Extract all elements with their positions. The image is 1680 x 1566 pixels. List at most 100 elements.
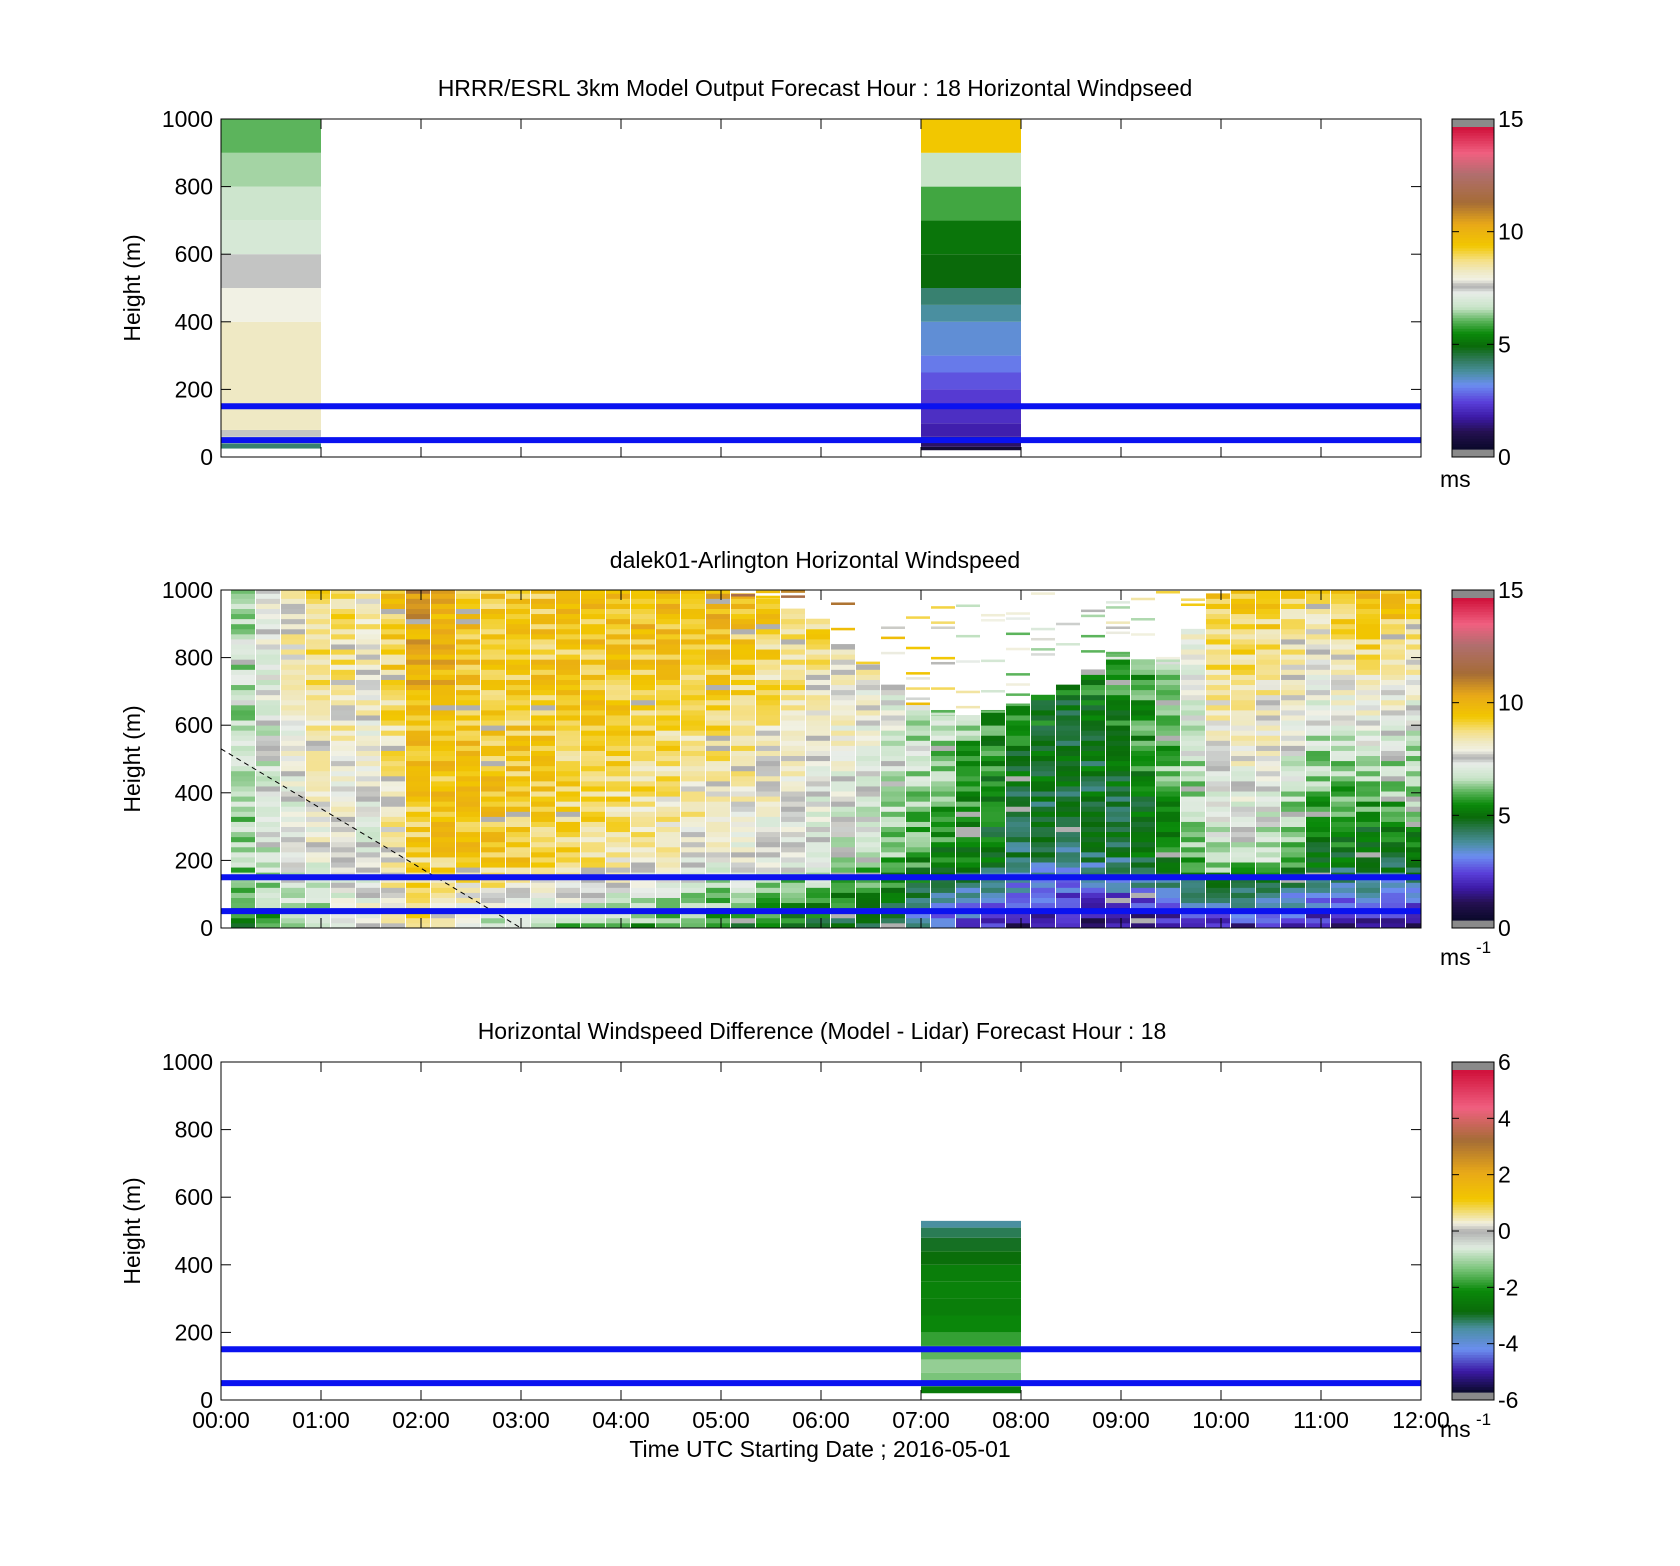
heatmap-cell [281,639,305,645]
heatmap-cell [731,836,755,843]
heatmap-cell [781,857,805,863]
heatmap-cell [706,745,730,751]
heatmap-cell [856,699,880,706]
heatmap-cell [631,912,655,919]
heatmap-cell [531,806,555,812]
heatmap-cell [1381,654,1405,660]
heatmap-cell [381,836,405,843]
heatmap-cell [256,704,280,711]
heatmap-cell [456,851,480,858]
heatmap-cell-sparse [906,616,930,619]
heatmap-cell [731,664,755,670]
heatmap-cell [681,699,705,706]
heatmap-cell [1406,730,1421,736]
heatmap-cell [781,841,805,848]
heatmap-cell [1306,669,1330,675]
heatmap-cell [706,791,730,797]
colorbar-swatch [1452,748,1494,752]
heatmap-cell [1131,922,1155,928]
colorbar-swatch [1452,1362,1494,1366]
heatmap-cell [1106,851,1130,858]
heatmap-cell [581,846,605,853]
heatmap-cell [681,897,705,904]
heatmap-cell [1056,704,1080,711]
heatmap-cell [1106,917,1130,924]
heatmap-cell [731,674,755,680]
heatmap-cell [931,796,955,802]
heatmap-cell [1056,922,1080,928]
heatmap-cell [806,704,830,711]
heatmap-cell-sparse [1106,651,1130,655]
heatmap-cell [1056,689,1080,696]
heatmap-cell [1406,699,1421,706]
heatmap-cell [981,826,1005,833]
heatmap-cell [1131,679,1155,686]
heatmap-cell [1181,912,1205,919]
colorbar-swatch [1452,1169,1494,1173]
heatmap-cell [1206,618,1230,625]
heatmap-cell [1256,897,1280,904]
heatmap-cell [331,846,355,853]
colorbar-swatch [1452,785,1494,790]
heatmap-cell [506,735,530,741]
heatmap-cell [331,780,355,787]
heatmap-cell [831,806,855,812]
heatmap-cell [656,674,680,680]
heatmap-cell [1256,633,1280,640]
heatmap-cell [656,867,680,873]
colorbar-swatch [1452,619,1494,623]
heatmap-cell [1231,862,1255,868]
heatmap-cell [581,618,605,625]
heatmap-cell [631,882,655,888]
heatmap-cell [581,644,605,650]
heatmap-cell [856,669,880,675]
heatmap-cell [1206,841,1230,848]
heatmap-cell [431,740,455,746]
colorbar-tick-label: 0 [1498,915,1511,941]
colorbar-swatch [1452,1209,1494,1213]
heatmap-cell [1331,831,1355,838]
heatmap-cell [831,704,855,711]
heatmap-cell [856,816,880,822]
heatmap-cell [781,618,805,625]
heatmap-cell [431,857,455,863]
heatmap-cell [1231,659,1255,665]
heatmap-cell [1256,699,1280,706]
heatmap-cell [1356,867,1380,873]
heatmap-cell [381,623,405,630]
heatmap-cell [781,664,805,670]
colorbar-swatch [1452,279,1494,284]
heatmap-cell [1381,841,1405,848]
heatmap-cell [1331,598,1355,604]
heatmap-cell [431,613,455,620]
heatmap-cell [1381,862,1405,868]
heatmap-cell [1106,684,1130,691]
heatmap-cell [1256,740,1280,746]
heatmap-cell [1331,654,1355,660]
heatmap-cell [1381,664,1405,670]
colorbar-swatch [1452,320,1494,324]
heatmap-cell [1231,590,1255,594]
heatmap-cell [306,613,330,620]
heatmap-cell [1031,775,1055,782]
heatmap-cell [921,406,1021,424]
colorbar-swatch [1452,384,1494,388]
heatmap-cell [1406,801,1421,807]
heatmap-cell [606,669,630,675]
heatmap-cell [431,846,455,853]
heatmap-cell [381,725,405,731]
heatmap-cell [531,694,555,701]
heatmap-cell [1156,745,1180,751]
colorbar-swatch [1452,726,1494,731]
heatmap-cell [681,750,705,757]
heatmap-cell [706,699,730,706]
colorbar-swatch [1452,266,1494,270]
colorbar-swatch [1452,820,1494,824]
heatmap-cell [1006,862,1030,868]
colorbar-swatch [1452,159,1494,163]
heatmap-cell [1181,917,1205,924]
heatmap-cell [556,917,580,924]
heatmap-cell [956,862,980,868]
heatmap-cell [1356,608,1380,615]
heatmap-cell [856,750,880,757]
